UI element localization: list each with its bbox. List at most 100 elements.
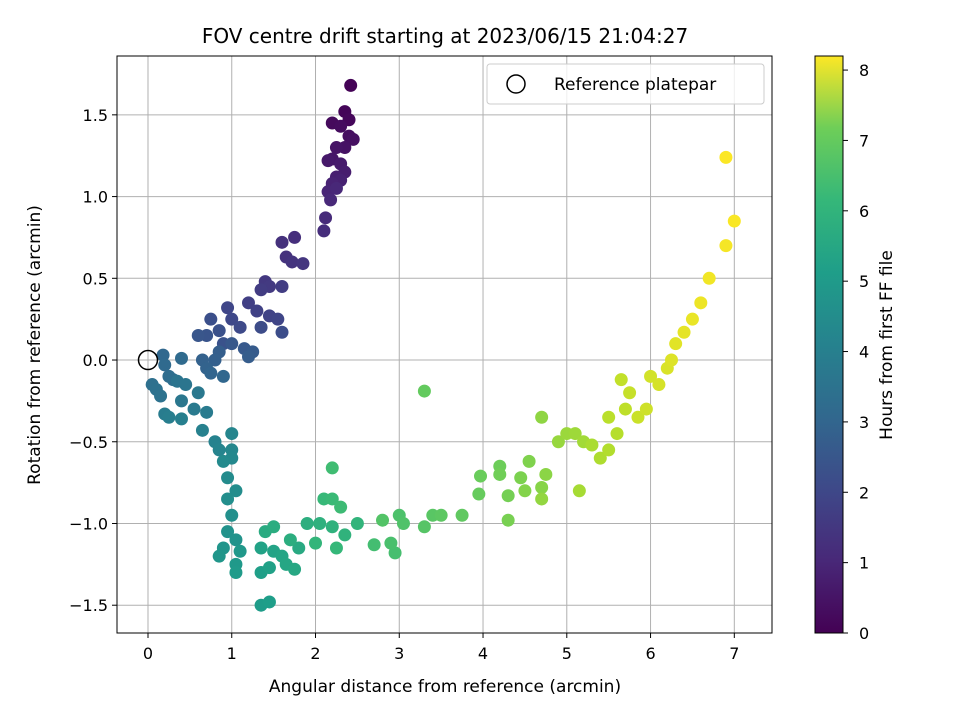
data-point: [396, 516, 410, 530]
y-axis-label: Rotation from reference (arcmin): [25, 205, 45, 485]
data-point: [319, 211, 333, 225]
data-point: [242, 296, 256, 310]
data-point: [262, 595, 276, 609]
colorbar-tick-label: 6: [859, 202, 869, 221]
data-point: [233, 544, 247, 558]
data-point: [200, 405, 214, 419]
data-point: [585, 438, 599, 452]
data-point: [325, 520, 339, 534]
y-tick-label: 1.0: [83, 188, 108, 207]
x-tick-label: 6: [645, 644, 655, 663]
data-point: [254, 283, 268, 297]
colorbar-tick-label: 4: [859, 343, 869, 362]
legend-entry-reference: Reference platepar: [554, 75, 716, 95]
data-point: [174, 412, 188, 426]
data-point: [225, 427, 239, 441]
data-point: [254, 541, 268, 555]
data-point: [195, 423, 209, 437]
colorbar-gradient: [814, 55, 844, 634]
data-point: [376, 513, 390, 527]
data-point: [518, 484, 532, 498]
data-point: [539, 467, 553, 481]
data-point: [292, 541, 306, 555]
data-point: [455, 508, 469, 522]
data-point: [572, 484, 586, 498]
data-point: [216, 369, 230, 383]
data-point: [212, 443, 226, 457]
plot-frame: [116, 55, 773, 634]
data-point: [285, 255, 299, 269]
data-point: [384, 536, 398, 550]
data-point: [191, 329, 205, 343]
data-point: [631, 410, 645, 424]
data-point: [501, 489, 515, 503]
colorbar-tick-label: 7: [859, 131, 869, 150]
y-tick-label: −1.5: [69, 596, 108, 615]
chart-title: FOV centre drift starting at 2023/06/15 …: [202, 24, 688, 48]
data-point: [417, 384, 431, 398]
data-point: [216, 454, 230, 468]
data-point: [221, 471, 235, 485]
data-point: [204, 312, 218, 326]
data-point: [229, 566, 243, 580]
legend-box: [486, 63, 765, 105]
colorbar-tick-label: 3: [859, 413, 869, 432]
y-tick-label: −0.5: [69, 433, 108, 452]
data-point: [602, 410, 616, 424]
x-tick-label: 5: [562, 644, 572, 663]
data-point: [208, 353, 222, 367]
data-point: [221, 301, 235, 315]
data-point: [187, 402, 201, 416]
legend-marker: [506, 74, 526, 94]
data-point: [417, 520, 431, 534]
data-point: [514, 471, 528, 485]
data-point: [191, 386, 205, 400]
colorbar-label: Hours from first FF file: [877, 250, 897, 440]
data-point: [388, 546, 402, 560]
data-point: [329, 181, 343, 195]
data-point: [702, 271, 716, 285]
data-point: [535, 410, 549, 424]
data-point: [338, 528, 352, 542]
y-tick-label: −1.0: [69, 514, 108, 533]
data-point: [254, 320, 268, 334]
x-tick-label: 7: [729, 644, 739, 663]
data-point: [313, 516, 327, 530]
colorbar-tick-label: 2: [859, 483, 869, 502]
data-point: [204, 366, 218, 380]
data-point: [162, 410, 176, 424]
colorbar-ticks: 0 1 2 3 4 5 6 7 8: [843, 61, 869, 643]
data-point: [350, 516, 364, 530]
x-tick-label: 1: [227, 644, 237, 663]
data-point: [275, 279, 289, 293]
data-point: [154, 389, 168, 403]
data-point: [300, 516, 314, 530]
data-point: [329, 141, 343, 155]
data-point: [325, 461, 339, 475]
x-tick-label: 2: [310, 644, 320, 663]
data-point: [288, 562, 302, 576]
data-point: [296, 257, 310, 271]
data-point: [233, 320, 247, 334]
data-point: [212, 549, 226, 563]
data-point: [344, 78, 358, 92]
data-point: [229, 533, 243, 547]
data-point: [522, 454, 536, 468]
data-point: [179, 378, 193, 392]
reference-marker: [137, 349, 159, 371]
data-point: [623, 386, 637, 400]
y-tick-label: 1.5: [83, 106, 108, 125]
data-point: [221, 492, 235, 506]
data-point: [174, 394, 188, 408]
data-point: [267, 520, 281, 534]
data-point: [329, 541, 343, 555]
data-point: [644, 369, 658, 383]
data-point: [472, 487, 486, 501]
colorbar-tick-label: 1: [859, 554, 869, 573]
data-point: [229, 484, 243, 498]
data-point: [225, 337, 239, 351]
data-point: [309, 536, 323, 550]
axis-ticks: 0 1 2 3 4 5 6 7 −1.5 −1.0 −0.5 0.0 0.5 1.0 1.5: [69, 106, 739, 663]
data-point: [275, 235, 289, 249]
data-point: [719, 150, 733, 164]
